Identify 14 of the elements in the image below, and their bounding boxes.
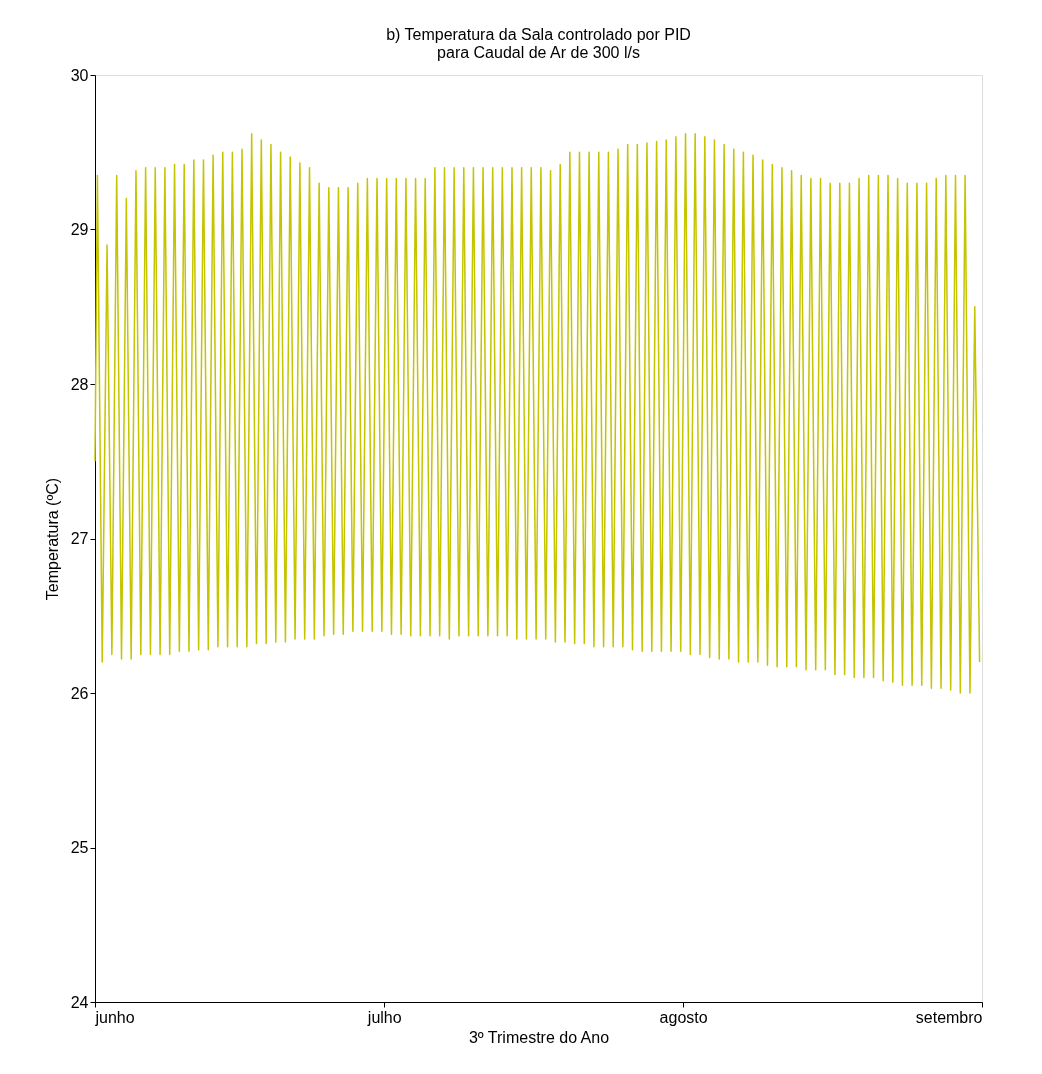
x-tick-label: junho: [94, 1008, 135, 1026]
y-tick-label: 30: [70, 66, 89, 84]
y-tick-label: 26: [70, 684, 89, 702]
y-tick-label: 25: [70, 839, 89, 856]
y-tick-label: 29: [70, 221, 89, 238]
y-tick-label: 27: [70, 530, 89, 547]
x-tick-label: setembro: [915, 1008, 983, 1026]
x-axis-title: 3º Trimestre do Ano: [468, 1028, 610, 1046]
x-tick-label: julho: [366, 1008, 402, 1026]
y-axis-title: Temperatura (ºC): [43, 477, 61, 601]
y-tick-label: 24: [70, 993, 89, 1011]
x-tick-label: agosto: [659, 1008, 708, 1026]
chart-title: b) Temperatura da Sala controlado por PID para Caudal de Ar de 300 l/s: [386, 26, 691, 61]
y-tick-label: 28: [70, 375, 89, 393]
